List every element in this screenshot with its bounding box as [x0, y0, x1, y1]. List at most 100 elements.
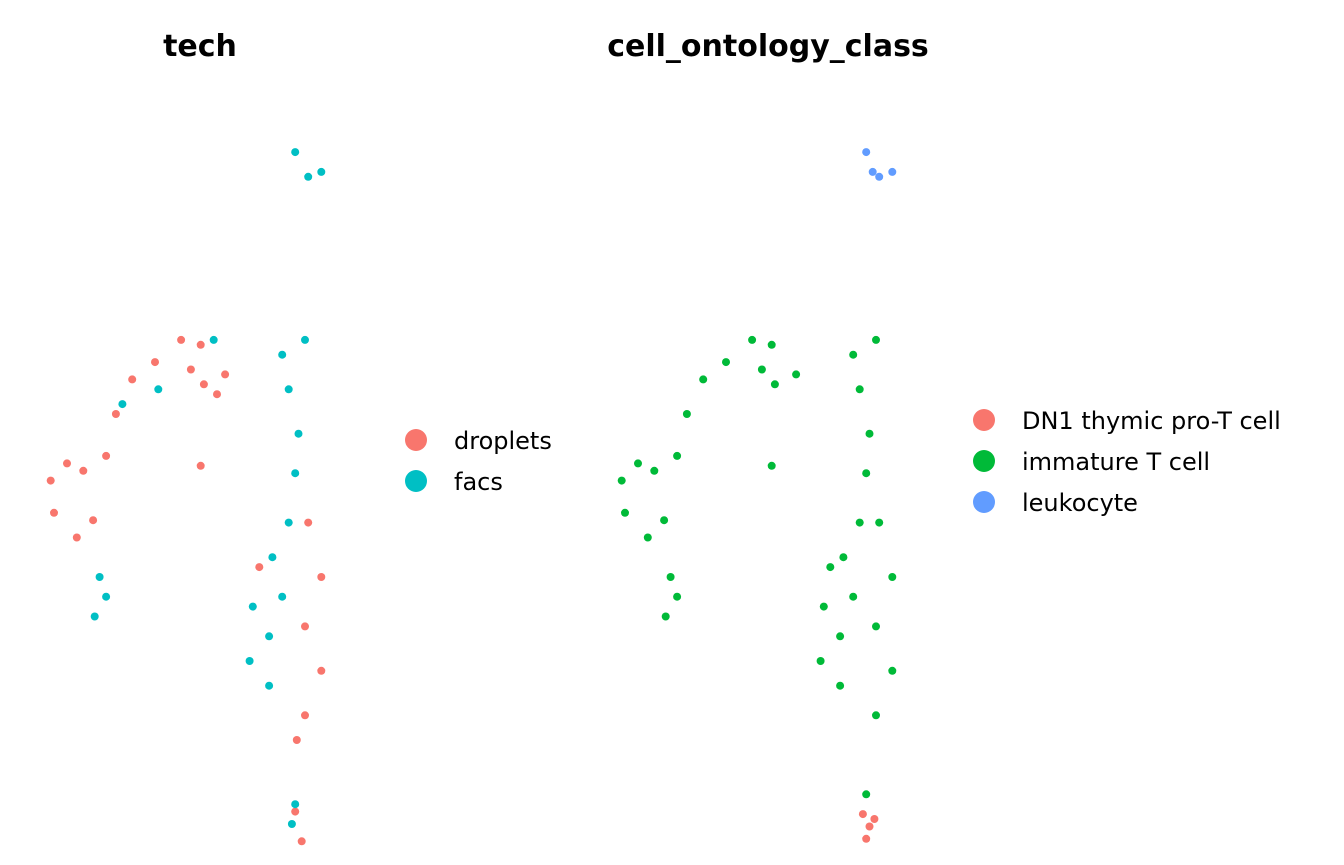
point-immature-t-cell: [862, 469, 871, 478]
point-immature-t-cell: [767, 461, 776, 470]
point-immature-t-cell: [661, 612, 670, 621]
point-immature-t-cell: [699, 375, 708, 384]
point-immature-t-cell: [792, 370, 801, 379]
point-immature-t-cell: [666, 573, 675, 581]
point-facs: [154, 385, 163, 394]
point-dn1-thymic-pro-t-cell: [865, 822, 874, 831]
point-immature-t-cell: [855, 385, 864, 394]
point-leukocyte: [875, 172, 884, 181]
tech-panel: tech droplets facs: [0, 0, 580, 865]
point-droplets: [255, 563, 264, 572]
point-facs: [268, 553, 277, 562]
legend-label-dn1-thymic-pro-t-cell: DN1 thymic pro-T cell: [1022, 407, 1281, 435]
point-immature-t-cell: [855, 518, 864, 527]
point-facs: [248, 602, 257, 611]
point-immature-t-cell: [872, 711, 880, 720]
legend-key-leukocyte: [973, 491, 995, 513]
point-dn1-thymic-pro-t-cell: [858, 810, 867, 819]
point-immature-t-cell: [757, 365, 766, 374]
point-droplets: [102, 451, 111, 460]
legend-label-leukocyte: leukocyte: [1022, 489, 1138, 517]
point-immature-t-cell: [849, 592, 858, 601]
point-facs: [278, 350, 287, 359]
cell-ontology-umap-plot: cell_ontology_class DN1 thymic pro-T cel…: [607, 29, 1281, 843]
legend-key-immature-t-cell: [973, 450, 995, 472]
point-droplets: [79, 466, 88, 475]
point-immature-t-cell: [826, 563, 835, 572]
point-facs: [294, 429, 303, 438]
point-droplets: [186, 365, 195, 374]
point-immature-t-cell: [673, 592, 682, 601]
point-dn1-thymic-pro-t-cell: [862, 834, 871, 843]
point-droplets: [221, 370, 230, 379]
point-droplets: [297, 837, 306, 846]
point-immature-t-cell: [836, 681, 845, 690]
point-facs: [287, 820, 296, 828]
point-immature-t-cell: [682, 410, 691, 418]
point-droplets: [46, 476, 55, 485]
point-droplets: [317, 666, 326, 675]
tech-umap-plot: tech droplets facs: [46, 29, 552, 846]
point-immature-t-cell: [872, 622, 880, 631]
point-droplets: [177, 335, 186, 344]
legend-key-facs: [405, 470, 427, 492]
point-immature-t-cell: [617, 476, 626, 485]
point-leukocyte: [868, 167, 877, 176]
point-leukocyte: [862, 148, 871, 157]
point-facs: [317, 167, 326, 176]
point-facs: [265, 632, 274, 641]
point-immature-t-cell: [770, 380, 779, 389]
point-immature-t-cell: [650, 466, 659, 475]
point-immature-t-cell: [673, 451, 682, 460]
point-immature-t-cell: [643, 533, 652, 542]
point-immature-t-cell: [849, 350, 858, 359]
point-droplets: [317, 573, 326, 581]
point-immature-t-cell: [634, 459, 642, 468]
point-droplets: [301, 711, 309, 720]
point-droplets: [72, 533, 81, 542]
point-facs: [291, 469, 300, 478]
point-facs: [291, 148, 300, 157]
point-immature-t-cell: [621, 508, 629, 517]
point-facs: [284, 518, 293, 527]
point-immature-t-cell: [819, 602, 828, 611]
point-immature-t-cell: [660, 516, 669, 525]
point-facs: [284, 385, 293, 394]
point-immature-t-cell: [816, 657, 825, 665]
point-droplets: [196, 461, 205, 470]
point-facs: [95, 573, 104, 581]
point-immature-t-cell: [839, 553, 848, 562]
point-droplets: [213, 390, 221, 399]
scatter-points: [46, 148, 326, 846]
point-droplets: [291, 807, 300, 816]
legend-key-droplets: [405, 429, 427, 451]
point-droplets: [196, 340, 205, 349]
point-droplets: [151, 358, 159, 367]
legend: DN1 thymic pro-T cell immature T cell le…: [973, 407, 1281, 517]
point-immature-t-cell: [862, 790, 871, 799]
legend-label-facs: facs: [454, 468, 503, 496]
point-facs: [291, 800, 300, 809]
point-droplets: [292, 736, 301, 744]
legend: droplets facs: [405, 427, 552, 496]
point-immature-t-cell: [888, 666, 897, 675]
point-facs: [102, 592, 111, 601]
legend-label-immature-t-cell: immature T cell: [1022, 448, 1210, 476]
point-immature-t-cell: [888, 573, 897, 581]
chart-title: cell_ontology_class: [607, 29, 929, 64]
cell-ontology-panel: cell_ontology_class DN1 thymic pro-T cel…: [580, 0, 1344, 865]
point-facs: [90, 612, 99, 621]
point-immature-t-cell: [748, 335, 757, 344]
legend-key-dn1-thymic-pro-t-cell: [973, 409, 995, 431]
point-dn1-thymic-pro-t-cell: [870, 815, 879, 823]
point-droplets: [304, 518, 313, 527]
point-droplets: [89, 516, 98, 525]
point-droplets: [128, 375, 137, 384]
point-facs: [209, 335, 218, 344]
point-droplets: [111, 410, 120, 418]
point-droplets: [50, 508, 58, 517]
point-immature-t-cell: [836, 632, 845, 641]
point-immature-t-cell: [865, 429, 874, 438]
legend-label-droplets: droplets: [454, 427, 552, 455]
point-immature-t-cell: [875, 518, 884, 527]
